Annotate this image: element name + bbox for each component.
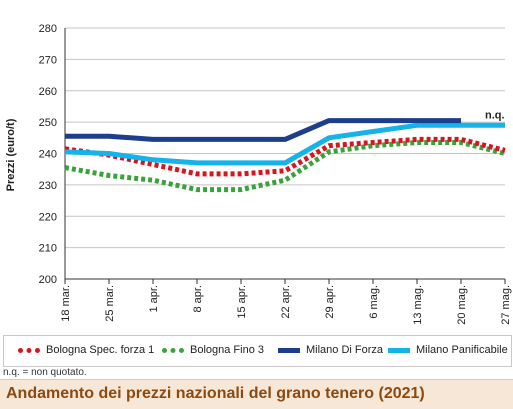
footnote: n.q. = non quotato.	[3, 367, 87, 378]
x-tick-label: 1 apr.	[148, 285, 160, 313]
x-tick-label: 6 mag.	[368, 285, 380, 319]
x-tick-label: 25 mar.	[104, 285, 116, 322]
y-tick-label: 260	[39, 86, 57, 98]
gridlines	[65, 27, 505, 280]
x-tick-label: 20 mag.	[456, 285, 468, 325]
y-tick-labels: 200 210 220 230 240 250 260 270 280	[39, 23, 57, 286]
x-tick-label: 18 mar.	[60, 285, 72, 322]
y-tick-label: 270	[39, 54, 57, 66]
x-tick-labels: 18 mar. 25 mar. 1 apr. 8 apr. 15 apr. 22 apr.…	[60, 285, 512, 325]
x-tick-label: 27 mag.	[500, 285, 512, 325]
y-tick-label: 280	[39, 23, 57, 35]
x-tick-label: 15 apr.	[236, 285, 248, 319]
legend-item-milano-di-forza: Milano Di Forza	[278, 344, 383, 356]
x-tick-label: 22 apr.	[280, 285, 292, 319]
series-line-milano-panificabile	[64, 122, 505, 166]
y-tick-label: 200	[39, 274, 57, 286]
y-tick-label: 210	[39, 243, 57, 255]
y-tick-label: 230	[39, 180, 57, 192]
legend-item-bologna-spec-forza-1: Bologna Spec. forza 1	[18, 344, 154, 356]
series-lines	[64, 118, 506, 193]
legend: Bologna Spec. forza 1 Bologna Fino 3 Mil…	[3, 335, 512, 367]
series-line-bologna-fino-3	[64, 140, 506, 193]
y-tick-label: 250	[39, 117, 57, 129]
legend-swatch	[18, 347, 40, 353]
y-axis-label: Prezzi (euro/t)	[5, 118, 17, 191]
legend-label: Milano Panificabile	[416, 344, 508, 356]
series-line-milano-di-forza	[65, 118, 461, 142]
legend-swatch	[388, 347, 410, 353]
x-tick-label: 13 mag.	[412, 285, 424, 325]
annotation-label: n.q.	[485, 110, 505, 122]
x-tick-label: 8 apr.	[192, 285, 204, 313]
legend-item-bologna-fino-3: Bologna Fino 3	[162, 344, 264, 356]
legend-label: Bologna Spec. forza 1	[46, 344, 155, 356]
legend-swatch	[278, 347, 300, 353]
y-tick-label: 240	[39, 149, 57, 161]
legend-item-milano-panificabile: Milano Panificabile	[388, 344, 508, 356]
legend-swatch	[162, 347, 184, 353]
x-tick-label: 29 apr.	[324, 285, 336, 319]
title-bar: Andamento dei prezzi nazionali del grano…	[0, 379, 513, 409]
legend-label: Bologna Fino 3	[190, 344, 264, 356]
annotations: n.q.	[485, 110, 505, 122]
legend-label: Milano Di Forza	[306, 344, 384, 356]
chart-title: Andamento dei prezzi nazionali del grano…	[6, 385, 425, 402]
y-tick-label: 220	[39, 211, 57, 223]
